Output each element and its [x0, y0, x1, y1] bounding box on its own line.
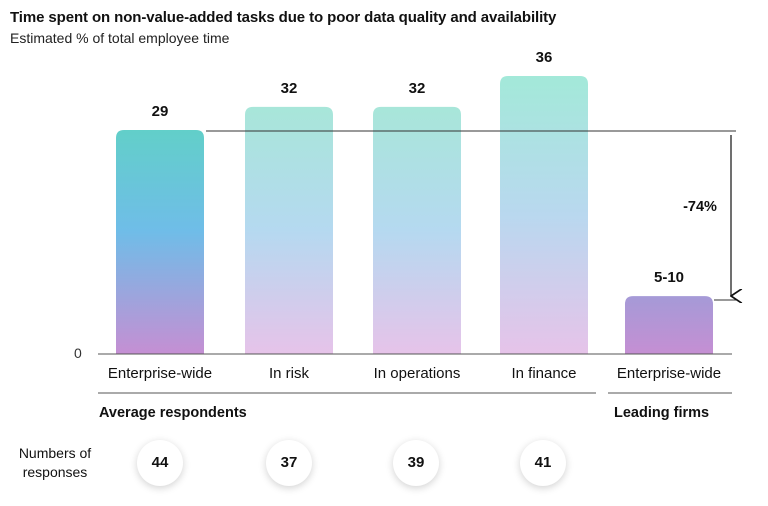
bar-value-label: 36 [536, 49, 553, 66]
bar-value-label: 32 [281, 80, 298, 97]
y-tick-zero: 0 [74, 345, 82, 361]
bar [116, 130, 204, 354]
chart-subtitle: Estimated % of total employee time [10, 30, 230, 46]
bar [373, 106, 461, 354]
group-label-average: Average respondents [99, 405, 247, 421]
category-label: In operations [373, 365, 461, 382]
response-count-badge: 41 [520, 440, 566, 486]
decrease-annotation: -74% [683, 199, 717, 215]
bar [625, 296, 713, 354]
category-label: In finance [511, 365, 577, 382]
bar-value-label: 29 [152, 103, 169, 120]
bar [500, 76, 588, 354]
bar-value-label: 5-10 [654, 269, 684, 286]
response-count-badge: 37 [266, 440, 312, 486]
category-label: Enterprise-wide [616, 365, 722, 382]
bar-value-label: 32 [409, 80, 426, 97]
response-count-badge: 44 [137, 440, 183, 486]
group-label-leading: Leading firms [614, 405, 710, 421]
category-label: Enterprise-wide [107, 365, 213, 382]
bar [245, 106, 333, 354]
bars-group: 29 32 32 36 5-10 [116, 49, 713, 354]
category-label: In risk [268, 365, 309, 382]
response-count-badge: 39 [393, 440, 439, 486]
chart-title: Time spent on non-value-added tasks due … [10, 9, 557, 26]
responses-label: Numbers of responses [18, 445, 92, 480]
